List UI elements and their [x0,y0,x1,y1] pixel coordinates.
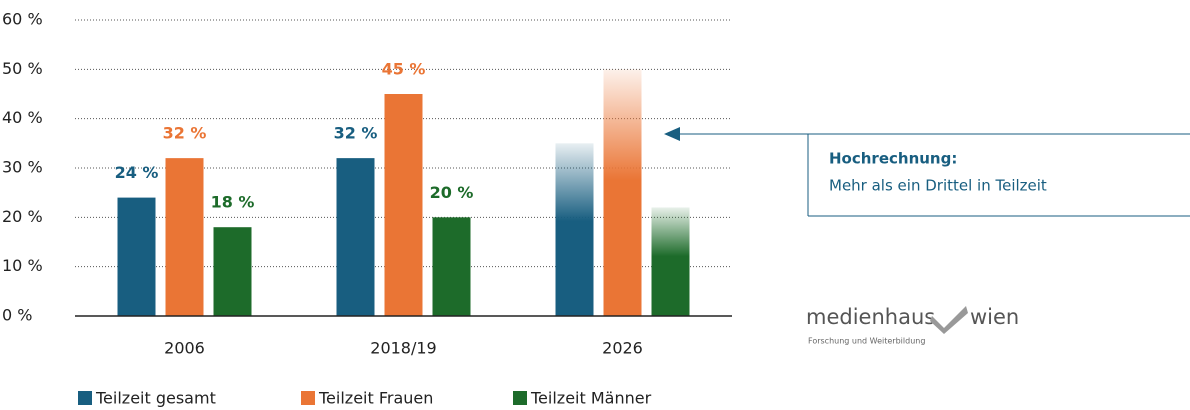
annotation-arrow [664,127,680,141]
logo-tagline: Forschung und Weiterbildung [808,337,925,346]
data-label: 32 % [334,124,378,143]
annotation: Hochrechnung: Mehr als ein Drittel in Te… [664,127,1190,217]
bar [432,217,471,316]
y-tick-label: 30 % [2,158,43,177]
y-tick-label: 10 % [2,256,43,275]
legend-label: Teilzeit Männer [530,389,652,408]
logo-name: wien [970,305,1019,329]
logo-name: medienhaus [806,305,935,329]
y-tick-label: 0 % [2,306,32,325]
bar [336,158,375,316]
bar [384,94,423,316]
annotation-title: Hochrechnung: [829,150,957,168]
y-tick-label: 50 % [2,59,43,78]
bar [555,143,594,316]
legend-swatch [301,391,315,405]
logo: medienhaus wien Forschung und Weiterbild… [806,305,1019,346]
bar [165,158,204,316]
bar [117,197,156,316]
legend-swatch [78,391,92,405]
data-label: 45 % [382,60,426,79]
y-tick-label: 20 % [2,207,43,226]
legend-swatch [513,391,527,405]
x-tick-label: 2006 [164,339,205,358]
x-tick-label: 2018/19 [370,339,436,358]
x-tick-label: 2026 [602,339,643,358]
data-label: 20 % [430,183,474,202]
bar [603,69,642,316]
data-label: 24 % [115,163,159,182]
legend-label: Teilzeit gesamt [95,389,216,408]
logo-check [930,306,968,334]
y-tick-label: 40 % [2,108,43,127]
legend-label: Teilzeit Frauen [318,389,433,408]
annotation-text: Mehr als ein Drittel in Teilzeit [829,177,1047,195]
bar [213,227,252,316]
bar [651,207,690,316]
data-label: 32 % [163,124,207,143]
data-label: 18 % [211,193,255,212]
y-tick-label: 60 % [2,10,43,29]
